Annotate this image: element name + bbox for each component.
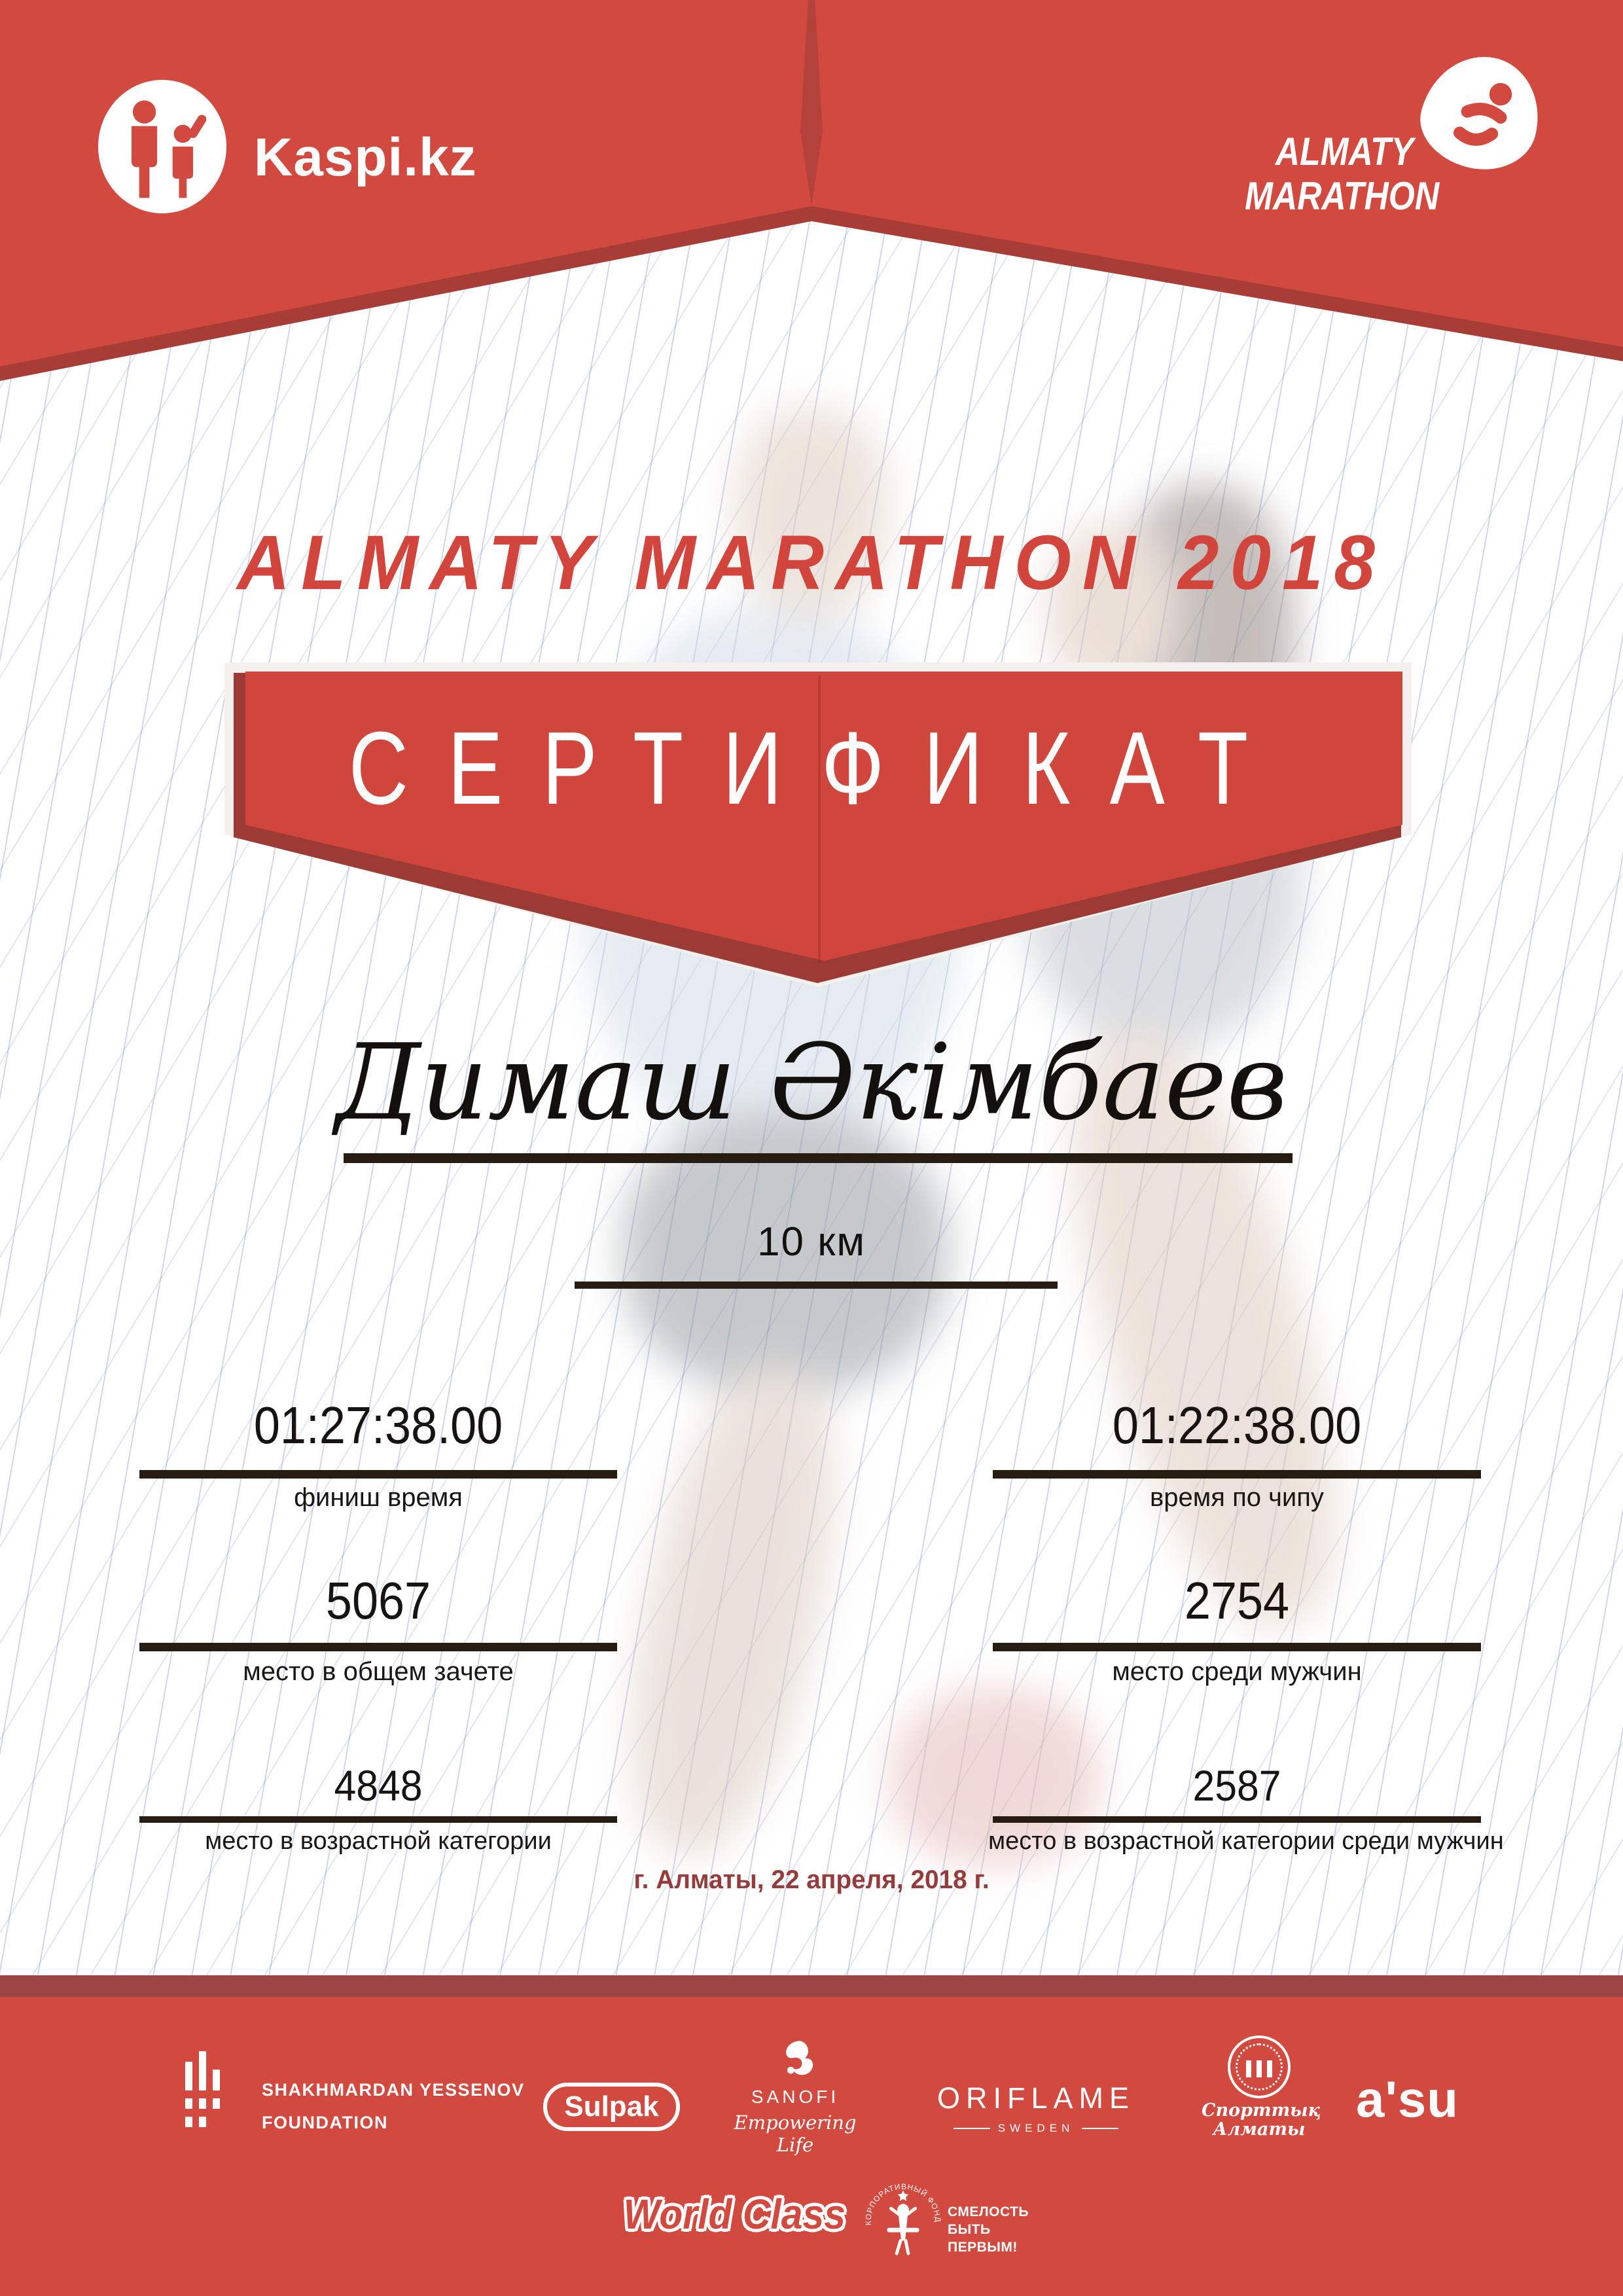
participant-name: Димаш Әкімбаев — [335, 1021, 1288, 1143]
age-men-place-label: место в возрастной категории среди мужчи… — [988, 1827, 1504, 1855]
age-men-place-underline — [993, 1816, 1481, 1823]
name-underline — [344, 1153, 1293, 1163]
footer-sponsor-area — [0, 1997, 1623, 2296]
age-place-underline — [139, 1816, 617, 1823]
yessenov-foundation-logo: SHAKHMARDAN YESSENOV FOUNDATION — [262, 2080, 525, 2132]
almaty-marathon-logo-text: ALMATY MARATHON — [1245, 130, 1440, 218]
almaty-marathon-runner-icon — [1410, 44, 1552, 181]
asu-logo: a'su — [1356, 2070, 1459, 2128]
world-class-logo: World Class — [623, 2191, 846, 2238]
age-place-value: 4848 — [334, 1761, 423, 1810]
finish-time-label: финиш время — [294, 1483, 463, 1512]
yessenov-foundation-icon — [185, 2051, 220, 2131]
distance-underline — [575, 1282, 1058, 1289]
men-place-underline — [993, 1643, 1481, 1651]
chip-time-label: время по чипу — [1150, 1483, 1324, 1512]
certificate-label: СЕРТИФИКАТ — [348, 711, 1288, 826]
age-men-place-value: 2587 — [1192, 1761, 1281, 1810]
event-title: ALMATY MARATHON 2018 — [237, 520, 1386, 606]
footer-accent-band — [0, 1975, 1623, 1997]
sanofi-tagline: Empowering Life — [734, 2111, 857, 2156]
overall-place-value: 5067 — [325, 1571, 431, 1630]
chip-time-value: 01:22:38.00 — [1112, 1396, 1362, 1454]
overall-place-underline — [139, 1643, 617, 1651]
sanofi-logo: SANOFI — [751, 2087, 840, 2107]
corporate-fund-logo-icon: КОРПОРАТИВНЫЙ ФОНД — [861, 2173, 945, 2259]
kaspi-people-icon — [98, 80, 226, 213]
ribbon-fold-crease — [818, 675, 821, 963]
oriflame-logo: ORIFLAME SWEDEN — [936, 2081, 1135, 2134]
oriflame-dash-right — [1082, 2128, 1119, 2129]
sanofi-bird-icon — [781, 2039, 817, 2079]
oriflame-dash-left — [953, 2128, 990, 2129]
chip-time-underline — [993, 1470, 1481, 1479]
age-place-label: место в возрастной категории — [205, 1827, 552, 1855]
kaspi-logo: Kaspi.kz — [98, 80, 477, 213]
kaspi-logo-text: Kaspi.kz — [254, 128, 477, 187]
corporate-fund-slogan: СМЕЛОСТЬ БЫТЬ ПЕРВЫМ! — [948, 2204, 1029, 2255]
men-place-label: место среди мужчин — [1112, 1657, 1362, 1686]
men-place-value: 2754 — [1184, 1571, 1290, 1630]
certificate-ribbon: СЕРТИФИКАТ — [224, 662, 1412, 987]
date-location: г. Алматы, 22 апреля, 2018 г. — [633, 1865, 990, 1894]
header-banner: Kaspi.kz ALMATY MARATHON — [0, 0, 1623, 419]
finish-time-underline — [139, 1470, 617, 1479]
sport-almaty-emblem — [1228, 2036, 1291, 2098]
finish-time-value: 01:27:38.00 — [253, 1396, 503, 1454]
race-distance: 10 км — [757, 1219, 866, 1265]
overall-place-label: место в общем зачете — [243, 1657, 514, 1686]
sport-almaty-logo-text: Спорттық Алматы — [1202, 2100, 1321, 2140]
sulpak-logo: Sulpak — [543, 2083, 680, 2131]
